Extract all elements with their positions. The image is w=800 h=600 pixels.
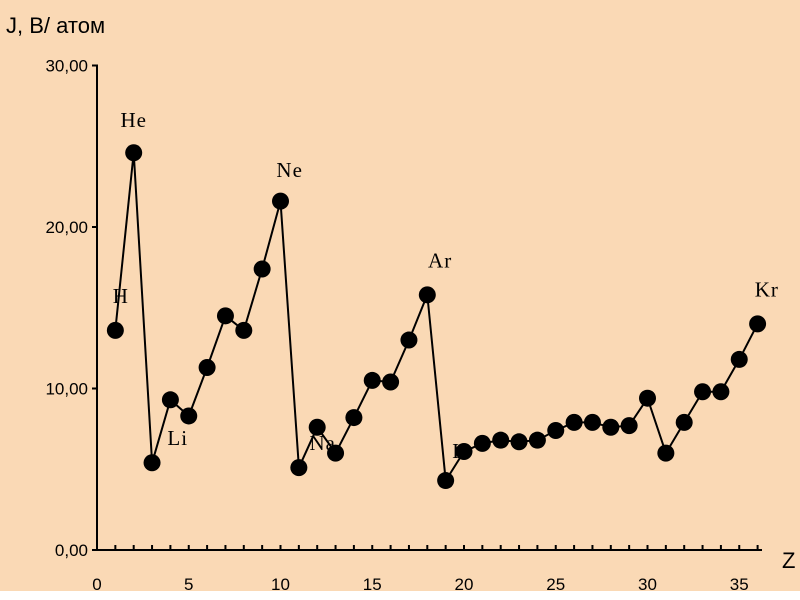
x-tick-label: 30 bbox=[638, 575, 657, 594]
data-point bbox=[106, 321, 124, 339]
element-label: H bbox=[113, 284, 129, 308]
data-point bbox=[620, 417, 638, 435]
data-point bbox=[473, 434, 491, 452]
y-axis-title: J, В/ атом bbox=[6, 13, 105, 38]
element-label: He bbox=[120, 108, 147, 132]
data-point bbox=[216, 307, 234, 325]
element-label: Li bbox=[167, 426, 188, 450]
data-point bbox=[272, 192, 289, 210]
data-point bbox=[694, 383, 712, 401]
data-point bbox=[712, 383, 730, 401]
x-tick-label: 25 bbox=[546, 575, 565, 594]
x-tick-label: 15 bbox=[363, 575, 382, 594]
data-point bbox=[345, 409, 363, 427]
data-point bbox=[675, 413, 693, 431]
data-point bbox=[400, 331, 418, 349]
x-tick-label: 0 bbox=[92, 575, 101, 594]
data-point bbox=[382, 373, 400, 391]
y-tick-label: 20,00 bbox=[45, 218, 88, 237]
x-tick-label: 35 bbox=[730, 575, 749, 594]
element-labels: He H Ne Li Na Ar K Kr bbox=[113, 108, 779, 463]
data-point bbox=[327, 444, 345, 462]
series-line bbox=[114, 152, 759, 484]
y-tick-label: 0,00 bbox=[55, 541, 88, 560]
element-label: Ne bbox=[276, 158, 303, 182]
data-point bbox=[565, 413, 583, 431]
data-point bbox=[125, 144, 143, 162]
element-label: Kr bbox=[755, 277, 779, 301]
data-point bbox=[455, 442, 473, 460]
element-label: Na bbox=[309, 431, 336, 455]
element-label: K bbox=[452, 439, 468, 463]
axis-ticks: 0,00 10,00 20,00 30,00 0 5 10 15 20 25 30 35 bbox=[45, 57, 759, 594]
x-tick-label: 5 bbox=[184, 575, 193, 594]
data-point bbox=[235, 321, 253, 339]
data-point bbox=[198, 359, 216, 377]
y-tick-label: 30,00 bbox=[45, 57, 88, 76]
data-point bbox=[602, 418, 620, 436]
data-point bbox=[749, 315, 767, 333]
data-point bbox=[583, 413, 601, 431]
x-axis-title: Z bbox=[782, 548, 795, 573]
data-series bbox=[106, 144, 767, 490]
bottom-strip bbox=[0, 591, 800, 600]
y-tick-label: 10,00 bbox=[45, 380, 88, 399]
element-label: Ar bbox=[428, 248, 452, 272]
data-point bbox=[730, 350, 748, 368]
data-point bbox=[418, 286, 436, 304]
x-tick-label: 20 bbox=[455, 575, 474, 594]
data-point bbox=[657, 444, 675, 462]
data-point bbox=[308, 418, 326, 436]
data-point bbox=[492, 431, 510, 449]
data-point bbox=[253, 260, 271, 278]
data-point bbox=[437, 472, 455, 490]
data-point bbox=[161, 391, 179, 409]
data-point bbox=[180, 407, 198, 425]
data-point bbox=[143, 454, 161, 472]
data-point bbox=[547, 421, 565, 439]
data-point bbox=[510, 433, 528, 451]
data-point bbox=[290, 459, 308, 477]
data-point bbox=[528, 431, 546, 449]
data-point bbox=[639, 389, 656, 407]
x-tick-label: 10 bbox=[271, 575, 290, 594]
data-point bbox=[363, 371, 381, 389]
